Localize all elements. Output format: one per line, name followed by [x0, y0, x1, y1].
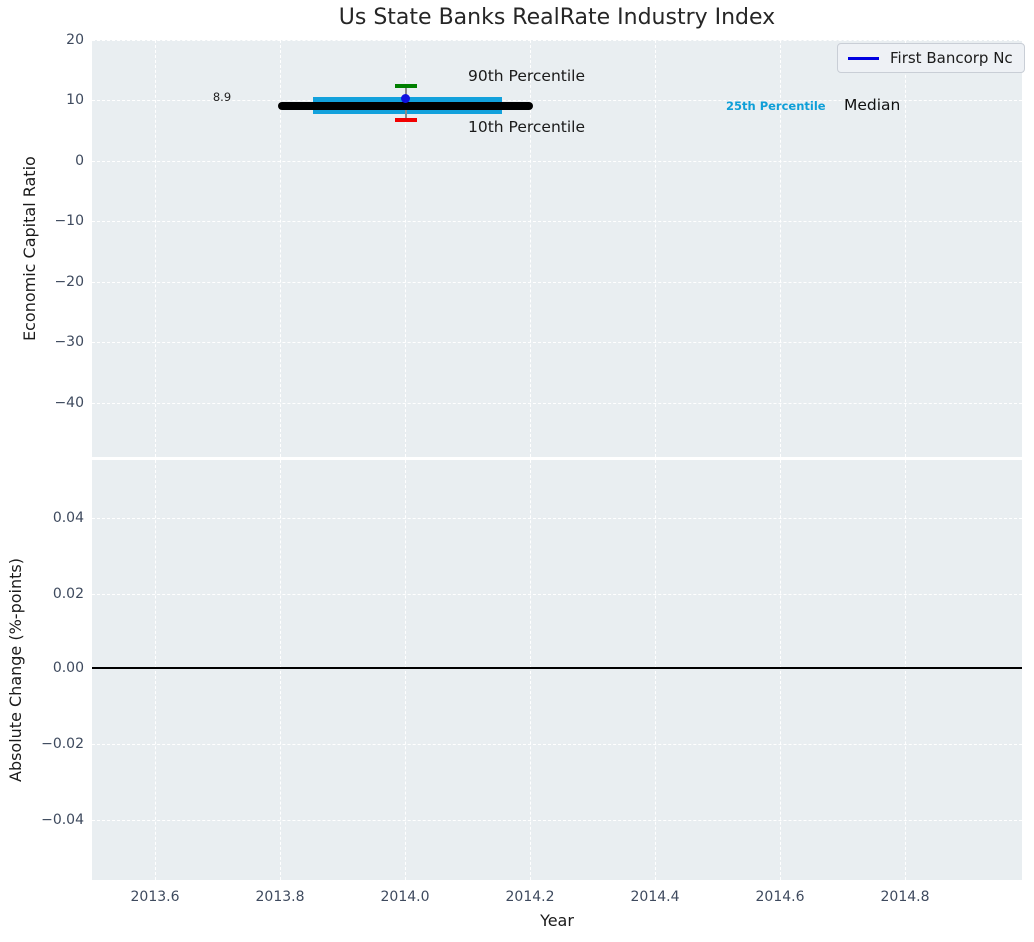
- y-tick-label: −0.02: [41, 736, 84, 752]
- y-gridline: [92, 342, 1022, 343]
- y-gridline: [92, 820, 1022, 821]
- x-gridline: [780, 40, 781, 457]
- p25-annotation: 25th Percentile: [726, 99, 826, 113]
- x-gridline: [155, 460, 156, 880]
- y-tick-label: −30: [54, 334, 84, 350]
- median-annotation: Median: [844, 96, 901, 114]
- x-tick-label: 2014.4: [630, 889, 680, 905]
- x-gridline: [655, 460, 656, 880]
- p90-cap-marker: [395, 84, 417, 88]
- median-value-label: 8.9: [212, 90, 232, 104]
- y-gridline: [92, 744, 1022, 745]
- y-tick-label: −0.04: [41, 812, 84, 828]
- y-gridline: [92, 518, 1022, 519]
- y-tick-label: 20: [66, 32, 84, 48]
- x-tick-label: 2014.8: [880, 889, 930, 905]
- y-gridline: [92, 403, 1022, 404]
- legend: First Bancorp Nc: [837, 43, 1025, 73]
- x-gridline: [530, 40, 531, 457]
- y-tick-label: 10: [66, 92, 84, 108]
- top-axes: 8.9 90th Percentile 10th Percentile 25th…: [92, 40, 1025, 457]
- x-gridline: [405, 40, 406, 457]
- y-tick-label: 0.02: [52, 586, 84, 602]
- legend-line-swatch: [848, 56, 879, 60]
- y-gridline: [92, 594, 1022, 595]
- y-tick-label: 0.04: [52, 510, 84, 526]
- x-tick-label: 2014.0: [380, 889, 430, 905]
- y-gridline: [92, 282, 1022, 283]
- y-gridline: [92, 161, 1022, 162]
- x-gridline: [530, 460, 531, 880]
- x-gridline: [905, 460, 906, 880]
- bottom-axes: [92, 460, 1022, 880]
- x-tick-label: 2013.8: [255, 889, 305, 905]
- median-line: [278, 102, 533, 110]
- y-tick-label: −20: [54, 274, 84, 290]
- x-gridline: [780, 460, 781, 880]
- x-axis-label: Year: [540, 911, 574, 930]
- y-gridline: [92, 100, 1022, 101]
- p10-cap-marker: [395, 118, 417, 122]
- p10-annotation: 10th Percentile: [468, 118, 586, 136]
- y-gridline: [92, 221, 1022, 222]
- company-data-point: [401, 94, 410, 103]
- legend-label: First Bancorp Nc: [890, 49, 1013, 67]
- y-tick-label: 0: [75, 153, 84, 169]
- x-tick-label: 2013.6: [130, 889, 180, 905]
- x-gridline: [280, 40, 281, 457]
- y-gridline: [92, 40, 1022, 41]
- x-gridline: [280, 460, 281, 880]
- chart-title: Us State Banks RealRate Industry Index: [338, 5, 776, 30]
- x-gridline: [655, 40, 656, 457]
- x-tick-label: 2014.6: [755, 889, 805, 905]
- x-tick-label: 2014.2: [505, 889, 555, 905]
- x-gridline: [405, 460, 406, 880]
- x-gridline: [155, 40, 156, 457]
- zero-line: [92, 667, 1022, 669]
- y-tick-label: 0.00: [52, 660, 84, 676]
- y-tick-label: −10: [54, 213, 84, 229]
- x-gridline: [905, 40, 906, 457]
- y-tick-label: −40: [54, 395, 84, 411]
- p90-annotation: 90th Percentile: [468, 67, 586, 85]
